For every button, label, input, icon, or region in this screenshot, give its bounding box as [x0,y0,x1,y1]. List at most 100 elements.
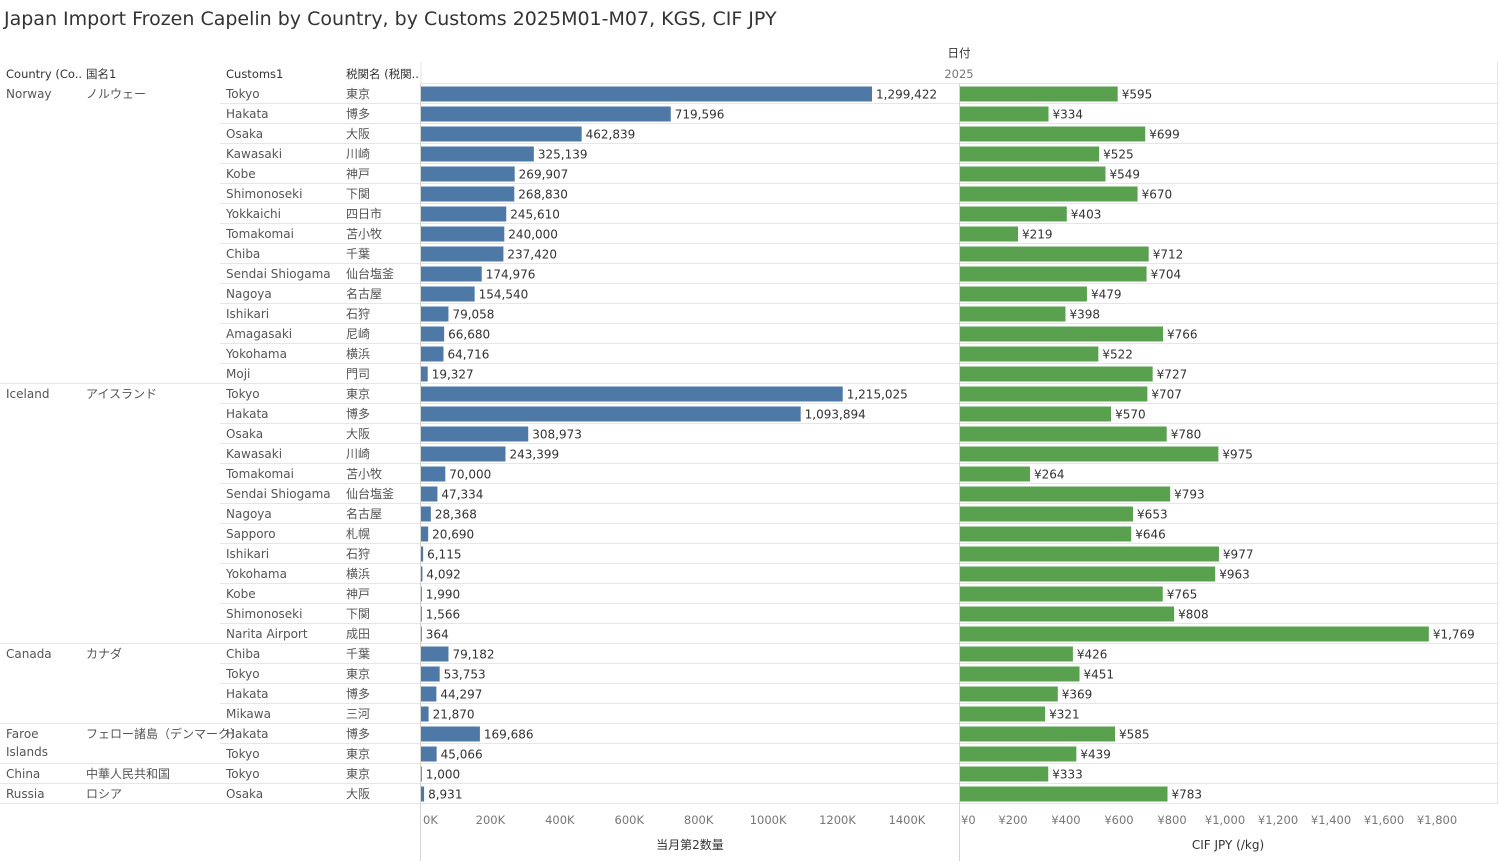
header-year: 2025 [944,67,973,81]
price-bar [960,206,1067,222]
price-bar [960,306,1066,322]
customs-label: Kawasaki [226,447,282,461]
price-value-label: ¥727 [1157,368,1188,382]
country-label: Islands [6,745,48,759]
quantity-axis-title: 当月第2数量 [656,837,724,852]
price-value-label: ¥264 [1034,468,1065,482]
price-value-label: ¥479 [1091,288,1122,302]
quantity-bar [421,526,429,542]
quantity-bar [421,746,437,762]
quantity-value-label: 47,334 [441,488,483,502]
quantity-value-label: 243,399 [509,448,559,462]
customs-jp-label: 東京 [346,387,370,401]
price-tick-label: ¥1,200 [1258,813,1298,827]
country-jp-label: 中華人民共和国 [86,766,170,781]
price-bar [960,586,1163,602]
price-value-label: ¥321 [1049,708,1080,722]
customs-jp-label: 東京 [346,747,370,761]
price-value-label: ¥975 [1222,448,1253,462]
quantity-bar [421,326,445,342]
price-bar [960,366,1153,382]
quantity-bar [421,106,671,122]
customs-jp-label: 石狩 [346,546,370,561]
customs-jp-label: 博多 [346,106,370,121]
customs-label: Yokkaichi [225,207,281,221]
quantity-bar [421,446,506,462]
customs-label: Hakata [226,107,269,121]
price-bar [960,546,1219,562]
quantity-bar [421,466,446,482]
price-bar [960,246,1149,262]
country-label: Iceland [6,387,49,401]
quantity-bar [421,626,422,642]
customs-label: Osaka [226,427,263,441]
quantity-bar [421,706,429,722]
header-customs: Customs1 [226,67,283,81]
customs-label: Osaka [226,787,263,801]
customs-label: Sendai Shiogama [226,267,331,281]
customs-jp-label: 大阪 [346,127,370,141]
quantity-value-label: 268,830 [518,188,568,202]
price-bar [960,526,1132,542]
customs-label: Ishikari [226,307,269,321]
price-bar [960,486,1171,502]
quantity-value-label: 308,973 [532,428,582,442]
quantity-value-label: 19,327 [432,368,474,382]
customs-label: Chiba [226,247,260,261]
quantity-value-label: 1,566 [426,608,460,622]
customs-label: Hakata [226,687,269,701]
customs-label: Tomakomai [225,467,294,481]
price-bar [960,146,1100,162]
customs-jp-label: 仙台塩釜 [346,266,394,281]
quantity-bar [421,206,507,222]
customs-label: Hakata [226,407,269,421]
price-bar [960,506,1134,522]
country-jp-label: フェロー諸島（デンマーク） [86,726,242,741]
quantity-value-label: 1,299,422 [876,88,937,102]
price-value-label: ¥766 [1167,328,1198,342]
price-value-label: ¥522 [1102,348,1133,362]
quantity-bar [421,166,515,182]
quantity-value-label: 45,066 [441,748,483,762]
customs-label: Mikawa [226,707,271,721]
price-tick-label: ¥400 [1051,813,1080,827]
country-label: China [6,767,40,781]
quantity-bar [421,146,534,162]
price-tick-label: ¥1,600 [1364,813,1404,827]
customs-jp-label: 尼崎 [346,327,370,341]
quantity-value-label: 53,753 [444,668,486,682]
quantity-value-label: 269,907 [519,168,569,182]
price-value-label: ¥595 [1122,88,1153,102]
quantity-tick-label: 1400K [889,813,926,827]
quantity-value-label: 1,093,894 [805,408,866,422]
price-value-label: ¥403 [1071,208,1102,222]
price-value-label: ¥704 [1151,268,1182,282]
quantity-bar [421,346,444,362]
quantity-value-label: 28,368 [435,508,477,522]
price-bar [960,646,1073,662]
customs-jp-label: 博多 [346,406,370,421]
customs-jp-label: 千葉 [346,247,370,261]
quantity-value-label: 245,610 [510,208,560,222]
customs-jp-label: 川崎 [346,447,370,461]
price-bar [960,786,1168,802]
quantity-tick-label: 0K [423,813,438,827]
price-value-label: ¥780 [1171,428,1202,442]
country-jp-label: アイスランド [86,387,157,401]
customs-jp-label: 神戸 [346,167,370,181]
price-tick-label: ¥1,000 [1205,813,1245,827]
quantity-tick-label: 800K [684,813,714,827]
price-bar [960,566,1216,582]
customs-jp-label: 名古屋 [346,286,382,301]
customs-label: Nagoya [226,507,272,521]
quantity-value-label: 6,115 [427,548,461,562]
customs-label: Ishikari [226,547,269,561]
customs-jp-label: 下関 [346,607,370,621]
price-bar [960,106,1049,122]
price-value-label: ¥1,769 [1433,628,1475,642]
quantity-tick-label: 200K [476,813,506,827]
country-label: Faroe [6,727,39,741]
price-value-label: ¥808 [1178,608,1209,622]
customs-jp-label: 大阪 [346,427,370,441]
